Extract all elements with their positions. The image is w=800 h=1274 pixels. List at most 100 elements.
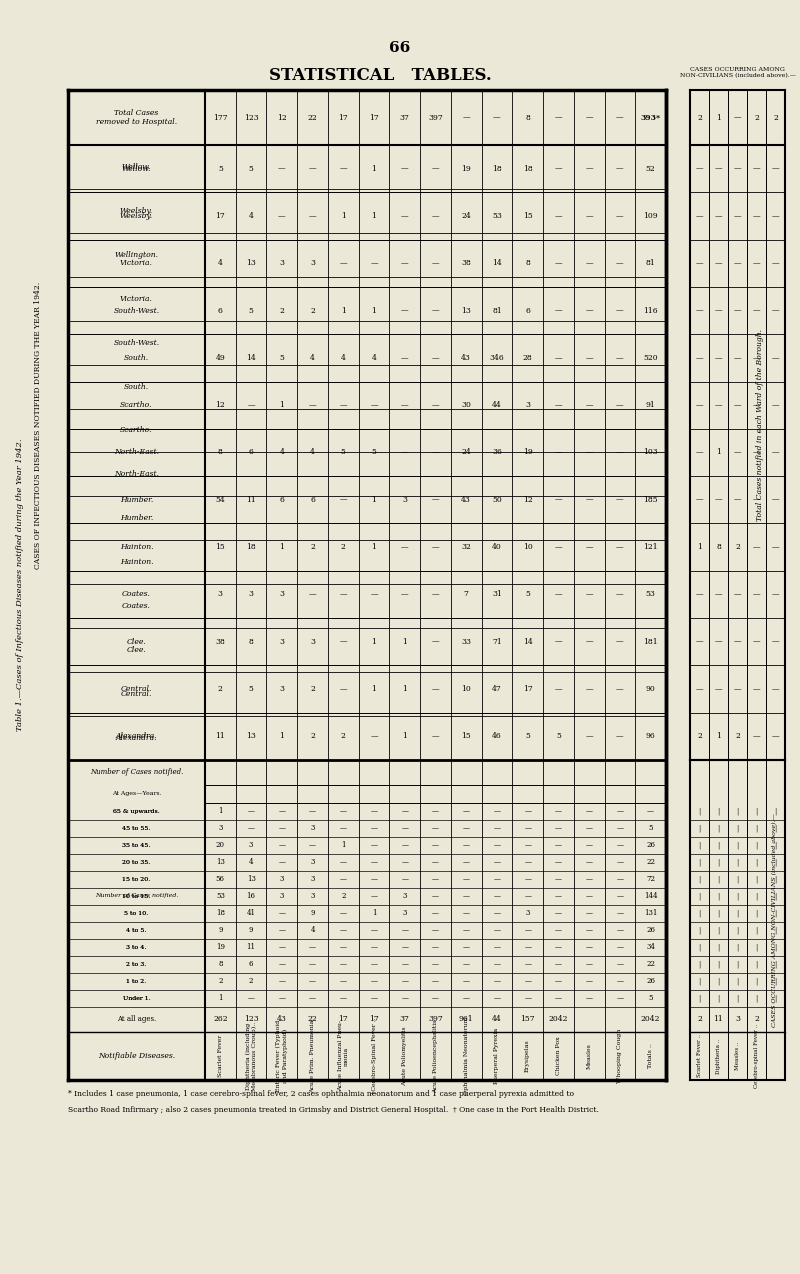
Text: |: | [736,977,738,985]
Text: 12: 12 [523,496,533,503]
Text: South-West.: South-West. [114,339,159,347]
Text: 15: 15 [215,543,226,552]
Text: 37: 37 [400,113,410,121]
Text: Humber.: Humber. [120,496,153,503]
Text: 24: 24 [462,211,471,220]
Text: —: — [586,685,593,693]
Text: 53: 53 [492,211,502,220]
Text: 1: 1 [371,211,377,220]
Text: 5: 5 [218,164,223,173]
Text: 262: 262 [213,1015,228,1023]
Text: 181: 181 [643,638,658,646]
Text: —: — [494,824,501,832]
Text: —: — [401,448,409,456]
Text: —: — [339,590,347,599]
Text: CASES OCCURRING AMONG NON-CIVILIANS (included above).—: CASES OCCURRING AMONG NON-CIVILIANS (inc… [773,813,778,1027]
Text: —: — [734,354,742,362]
Text: 31: 31 [492,590,502,599]
Text: 10 to 15.: 10 to 15. [122,894,150,899]
Text: —: — [248,995,254,1003]
Text: —: — [339,685,347,693]
Text: Diphtheria ..: Diphtheria .. [716,1038,721,1074]
Text: 44: 44 [492,1015,502,1023]
Text: 6: 6 [249,448,254,456]
Text: |: | [718,926,720,934]
Text: —: — [586,164,593,173]
Text: 17: 17 [369,113,379,121]
Text: —: — [462,113,470,121]
Text: |: | [698,875,701,883]
Text: 116: 116 [643,307,658,315]
Text: —: — [616,259,624,268]
Text: 26: 26 [646,841,655,850]
Text: —: — [432,859,439,866]
Text: —: — [370,259,378,268]
Text: —: — [339,164,347,173]
Text: Acute Poliomyelitis: Acute Poliomyelitis [402,1026,407,1085]
Text: 11: 11 [215,733,226,740]
Text: |: | [718,910,720,917]
Text: 14: 14 [492,259,502,268]
Text: |: | [698,926,701,934]
Text: |: | [718,808,720,815]
Text: 393*: 393* [641,113,661,121]
Text: CASES OCCURRING AMONG
NON-CIVILIANS (included above).—: CASES OCCURRING AMONG NON-CIVILIANS (inc… [679,68,795,78]
Text: 1: 1 [697,543,702,552]
Text: 1: 1 [402,638,407,646]
Text: |: | [718,841,720,850]
Text: —: — [524,961,531,968]
Text: —: — [462,859,470,866]
Text: 40: 40 [492,543,502,552]
Text: 8: 8 [218,961,222,968]
Text: —: — [462,944,470,952]
Text: —: — [432,164,439,173]
Text: —: — [340,859,347,866]
Text: —: — [402,875,408,883]
Text: |: | [718,977,720,985]
Text: |: | [755,910,758,917]
Text: 56: 56 [216,875,225,883]
Text: —: — [370,926,378,934]
Text: |: | [755,808,758,815]
Text: —: — [772,259,779,268]
Text: —: — [734,164,742,173]
Text: 3: 3 [402,496,407,503]
Text: 46: 46 [492,733,502,740]
Text: 41: 41 [246,910,256,917]
Text: 103: 103 [643,448,658,456]
Text: 22: 22 [308,113,318,121]
Text: —: — [554,211,562,220]
Text: South.: South. [124,354,149,362]
Text: —: — [494,944,501,952]
Text: 5 to 10.: 5 to 10. [124,911,149,916]
Text: 1: 1 [341,211,346,220]
Text: |: | [774,808,777,815]
Text: 2: 2 [697,1015,702,1023]
Text: —: — [309,808,316,815]
Text: 4: 4 [341,354,346,362]
Text: 1: 1 [371,543,377,552]
Text: —: — [772,733,779,740]
Text: 1: 1 [279,543,284,552]
Text: —: — [278,841,286,850]
Text: —: — [402,824,408,832]
Text: 2: 2 [697,113,702,121]
Text: —: — [432,496,439,503]
Text: 121: 121 [643,543,658,552]
Text: 1: 1 [341,307,346,315]
Text: —: — [309,944,316,952]
Text: 5: 5 [648,995,653,1003]
Text: —: — [734,448,742,456]
Text: |: | [755,977,758,985]
Text: —: — [714,638,722,646]
Text: 2: 2 [754,1015,759,1023]
Text: |: | [698,892,701,901]
Text: —: — [370,944,378,952]
Text: Diphtheria (including
Membranous Croup)..: Diphtheria (including Membranous Croup).… [246,1022,257,1091]
Text: —: — [734,496,742,503]
Text: 8: 8 [526,113,530,121]
Text: 123: 123 [244,1015,258,1023]
Text: 52: 52 [646,164,655,173]
Text: 15 to 20.: 15 to 20. [122,877,150,882]
Text: —: — [753,496,760,503]
